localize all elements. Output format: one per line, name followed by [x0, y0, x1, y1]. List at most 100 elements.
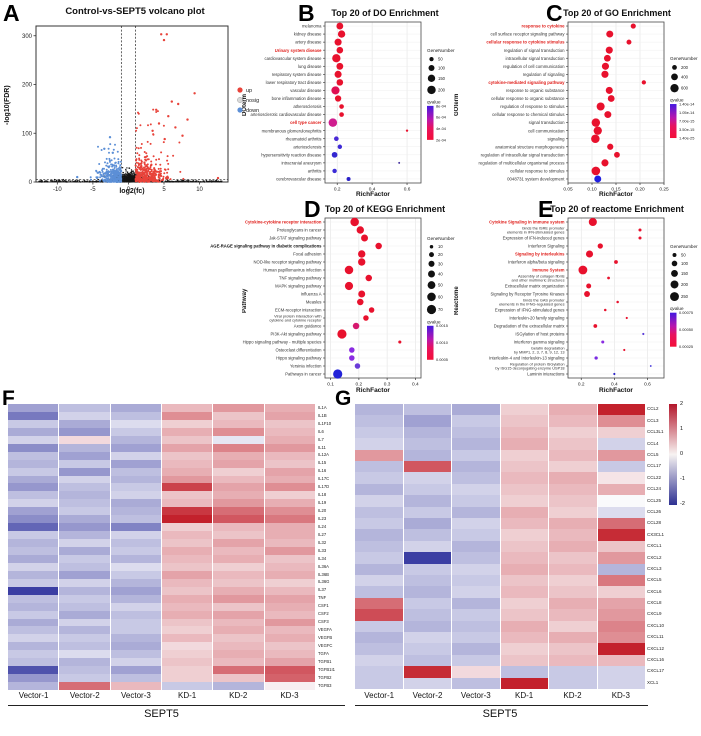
- heatmap-cell: [8, 507, 59, 516]
- heatmap-cell: [59, 650, 110, 659]
- heatmap-cell: [213, 586, 264, 595]
- heatmap-cell: [500, 574, 548, 587]
- svg-text:Urinary system disease: Urinary system disease: [275, 48, 322, 53]
- heatmap-cell: [8, 451, 59, 460]
- heatmap-cell: [452, 517, 500, 530]
- sample-label: Vector-3: [121, 691, 151, 700]
- gene-label: CCL3: [647, 417, 659, 423]
- svg-text:Interferon gamma signaling: Interferon gamma signaling: [514, 340, 565, 345]
- heatmap-cell: [213, 531, 264, 540]
- heatmap-cell: [403, 597, 451, 610]
- heatmap-cell: [597, 506, 645, 518]
- heatmap-cell: [110, 515, 161, 524]
- gene-label: CCL5: [647, 452, 659, 457]
- svg-text:Interferon Signaling: Interferon Signaling: [528, 244, 565, 249]
- svg-text:Cytokine-cytokine receptor int: Cytokine-cytokine receptor interaction: [245, 220, 322, 225]
- heatmap-cell: [110, 642, 161, 651]
- heatmap-cell: [500, 552, 548, 564]
- heatmap-cell: [264, 451, 315, 460]
- svg-text:cellular response to cytokine: cellular response to cytokine stimulus: [486, 40, 565, 45]
- heatmap-cell: [500, 620, 548, 632]
- svg-text:Hippo signaling pathway: Hippo signaling pathway: [276, 356, 322, 361]
- svg-text:20: 20: [438, 252, 443, 257]
- svg-text:hypersensitivity reaction dise: hypersensitivity reaction disease: [261, 152, 322, 157]
- heatmap-cell: [355, 449, 403, 461]
- gene-label: CXCL8: [647, 600, 662, 606]
- heatmap-cell: [264, 435, 315, 444]
- sample-label: KD-3: [280, 691, 299, 700]
- heatmap-cell: [110, 682, 161, 690]
- svg-text:regulation of intracellular si: regulation of intracellular signal trans…: [481, 152, 565, 157]
- svg-text:0.25: 0.25: [659, 187, 669, 193]
- svg-text:100: 100: [438, 65, 446, 70]
- heatmap-cell: [213, 666, 264, 675]
- heatmap-cell: [213, 682, 264, 690]
- gene-label: IL1F10: [318, 420, 332, 426]
- heatmap-cell: [213, 459, 264, 468]
- heatmap-cell: [549, 404, 597, 416]
- heatmap-cell: [161, 435, 213, 444]
- heatmap-cell: [549, 666, 597, 678]
- heatmap-cell: [110, 610, 161, 619]
- heatmap-cell: [549, 597, 597, 610]
- svg-text:Focal adhesion: Focal adhesion: [293, 252, 322, 257]
- heatmap-cell: [355, 563, 403, 575]
- gene-label: CSF1: [318, 603, 329, 609]
- heatmap-cell: [59, 610, 110, 619]
- svg-text:Interleukin-20 family signalin: Interleukin-20 family signaling: [509, 316, 565, 321]
- heatmap-cell: [500, 597, 548, 610]
- heatmap-cell: [549, 460, 597, 473]
- heatmap-cell: [161, 570, 213, 579]
- reactome-xaxis-title: RichFactor: [599, 387, 633, 394]
- heatmap-cell: [452, 643, 500, 655]
- heatmap-cell: [110, 554, 161, 563]
- heatmap-cell: [161, 443, 213, 452]
- gene-label: CCL25: [647, 497, 662, 503]
- svg-text:0048731 system development: 0048731 system development: [507, 177, 565, 182]
- heatmap-cell: [59, 674, 110, 683]
- heatmap-cell: [59, 404, 110, 412]
- heatmap-cell: [452, 609, 500, 621]
- heatmap-cell: [110, 539, 161, 547]
- reactome-title: Top 20 of reactome Enrichment: [550, 204, 684, 214]
- heatmap-cell: [213, 435, 264, 444]
- heatmap-cell: [213, 404, 264, 412]
- heatmap-cell: [59, 554, 110, 563]
- svg-text:response to organic substance: response to organic substance: [506, 88, 565, 93]
- panel-letter-a: A: [3, 0, 20, 26]
- svg-text:Gelatin degradation: Gelatin degradation: [531, 346, 565, 350]
- heatmap-cell: [213, 634, 264, 643]
- svg-text:0.20: 0.20: [635, 187, 645, 193]
- heatmap-cell: [355, 574, 403, 587]
- heatmap-cell: [500, 404, 548, 416]
- gene-label: CCL3L1: [647, 429, 664, 435]
- heatmap-cell: [110, 443, 161, 452]
- heatmap-cell: [213, 475, 264, 484]
- svg-text:0.2: 0.2: [356, 382, 363, 388]
- heatmap-cell: [597, 426, 645, 439]
- heatmap-cell: [8, 427, 59, 436]
- heatmap-cell: [452, 666, 500, 678]
- heatmap-cell: [264, 578, 315, 587]
- heatmap-cell: [264, 642, 315, 651]
- svg-text:response to cytokine: response to cytokine: [522, 24, 566, 29]
- heatmap-cell: [213, 507, 264, 516]
- heatmap-cell: [59, 539, 110, 547]
- svg-text:Human papillomavirus infection: Human papillomavirus infection: [263, 268, 322, 273]
- svg-text:qvalue: qvalue: [670, 306, 684, 311]
- svg-text:1.40e-14: 1.40e-14: [679, 101, 695, 106]
- heatmap-cell: [8, 626, 59, 635]
- svg-text:qvalue: qvalue: [427, 99, 441, 104]
- svg-text:intracellular signal transduct: intracellular signal transduction: [506, 56, 566, 61]
- heatmap-cell: [8, 562, 59, 571]
- heatmap-cell: [213, 411, 264, 420]
- panel-letter-f: F: [2, 387, 15, 410]
- heatmap-cell: [59, 435, 110, 444]
- svg-text:-5: -5: [90, 187, 96, 193]
- heatmap-cell: [403, 438, 451, 450]
- svg-text:Laminin interactions: Laminin interactions: [527, 372, 564, 377]
- heatmap-cell: [213, 443, 264, 452]
- svg-text:atherosclerosis: atherosclerosis: [293, 104, 321, 109]
- heatmap-cell: [161, 515, 213, 524]
- svg-text:NOD-like receptor signaling pa: NOD-like receptor signaling pathway: [254, 260, 323, 265]
